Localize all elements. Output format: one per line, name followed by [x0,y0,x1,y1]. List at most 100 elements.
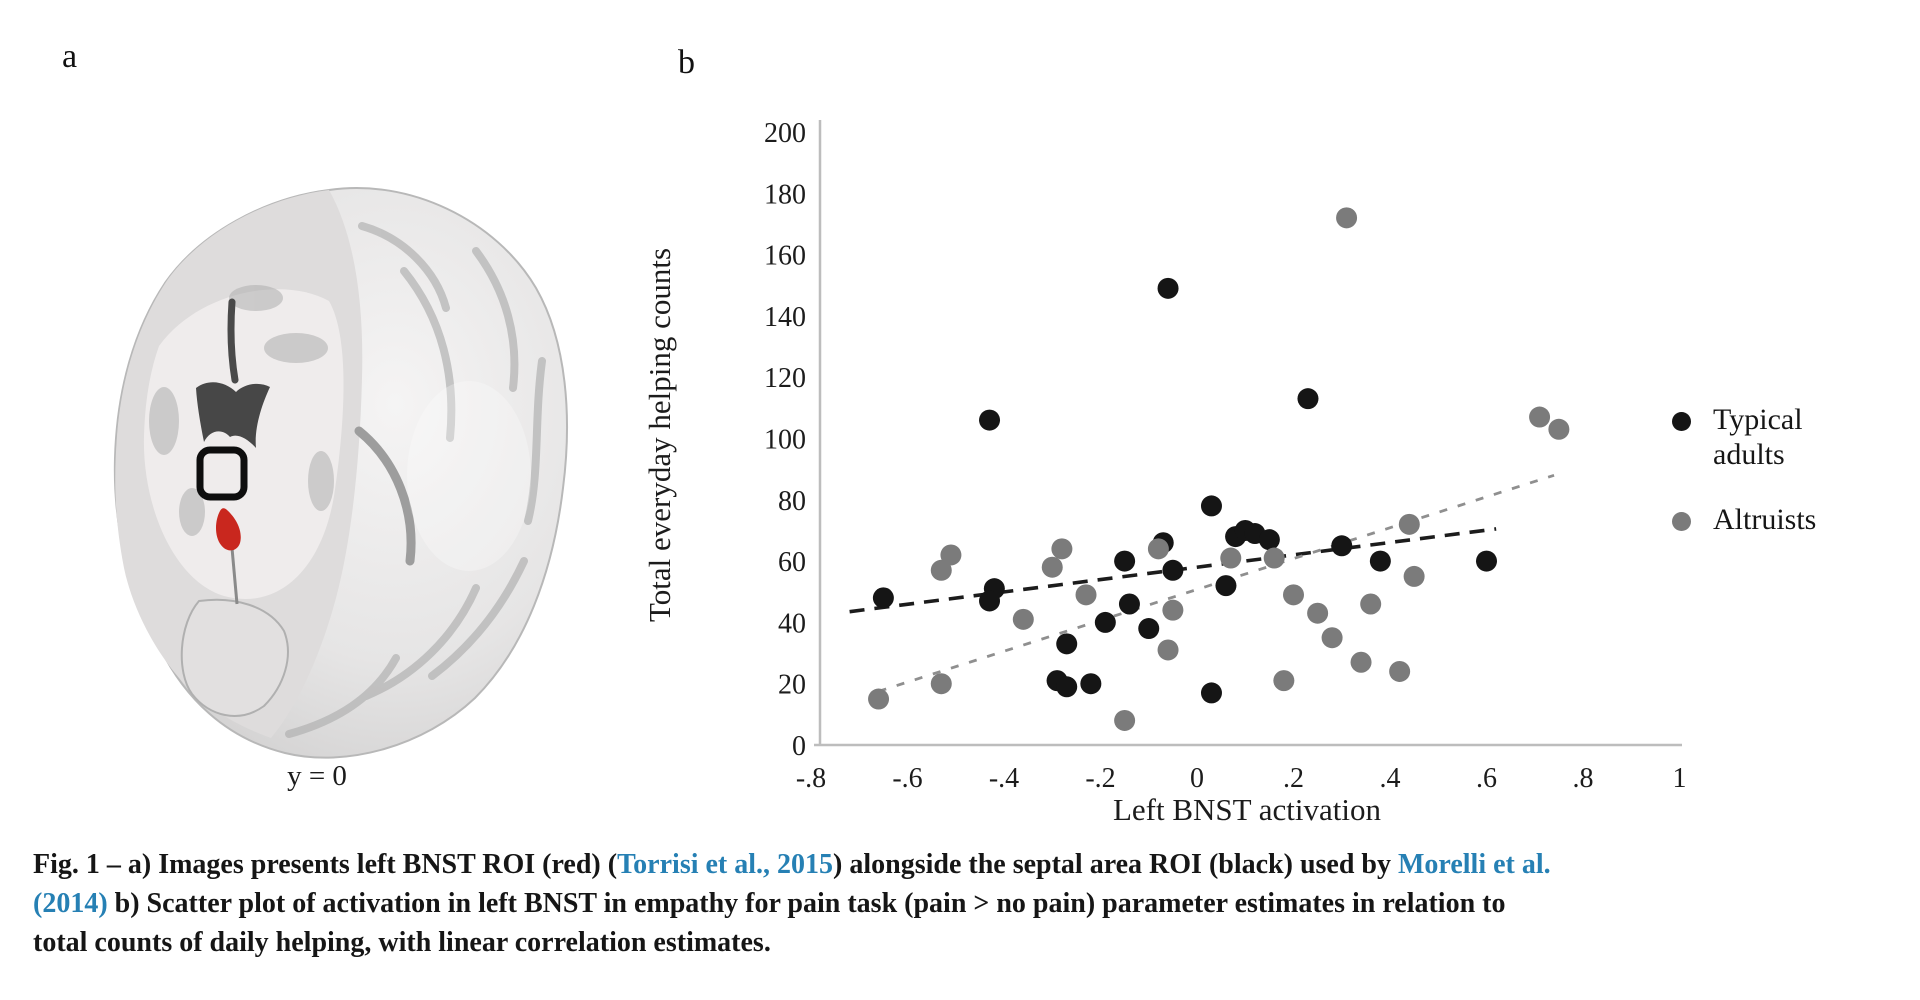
scatter-point-typical-adults [1157,277,1179,299]
midline-fissure [227,298,239,384]
x-tick-label: -.2 [1085,763,1115,794]
scatter-point-altruists [1075,584,1097,606]
scatter-point-altruists [1220,547,1242,569]
altruists-dot-icon [1672,512,1691,531]
y-tick-label: 60 [778,547,806,578]
x-tick-label: -.4 [989,763,1019,794]
y-tick-label: 200 [764,118,806,149]
x-tick-label: .4 [1380,763,1401,794]
y-tick-label: 0 [792,731,806,762]
scatter-point-typical-adults [1258,529,1280,551]
y-axis-title: Total everyday helping counts [642,248,677,622]
legend-item-altruists: Altruists [1672,502,1882,537]
scatter-point-altruists [1114,709,1136,731]
citation-link[interactable]: (2014) [33,888,108,919]
citation-link[interactable]: Torrisi et al., 2015 [617,849,834,880]
scatter-point-altruists [1398,513,1420,535]
x-axis-title: Left BNST activation [1113,792,1382,827]
scatter-point-altruists [940,544,962,566]
y-tick-label: 80 [778,486,806,517]
scatter-point-altruists [1283,584,1304,606]
scatter-point-typical-adults [979,409,1001,431]
scatter-point-altruists [1548,418,1570,440]
y-tick-label: 40 [778,608,806,639]
scatter-point-altruists [1273,670,1295,692]
scatter-point-altruists [1389,660,1411,682]
brain-slice-coordinate-label: y = 0 [287,760,347,792]
scatter-point-altruists [930,673,952,695]
septal-roi-black-square [196,446,248,501]
scatter-point-typical-adults [1056,633,1078,655]
scatter-point-typical-adults [1215,575,1237,597]
typical-adults-dot-icon [1672,412,1691,431]
scatter-point-altruists [1350,651,1372,673]
caption-text: ) alongside the septal area ROI (black) … [833,849,1398,880]
y-tick-label: 120 [764,363,806,394]
scatter-point-typical-adults [1056,676,1078,698]
scatter-point-altruists [1321,627,1343,649]
legend-label: Altruists [1713,503,1817,536]
scatter-point-altruists [1403,565,1425,587]
scatter-point-altruists [1012,608,1034,630]
surface-highlight [407,381,531,571]
citation-link[interactable]: Morelli et al. [1398,849,1551,880]
scatter-point-altruists [1360,593,1382,615]
x-tick-label: .8 [1573,763,1594,794]
x-tick-label: .2 [1283,763,1304,794]
scatter-point-typical-adults [1200,682,1222,704]
figure-caption: Fig. 1 – a) Images presents left BNST RO… [33,845,1889,962]
brain-svg [113,186,568,759]
y-tick-label: 20 [778,670,806,701]
y-tick-label: 180 [764,179,806,210]
panel-b-label: b [678,44,695,81]
x-tick-label: 0 [1190,763,1204,794]
scatter-point-altruists [1147,538,1169,560]
scatter-point-typical-adults [1080,673,1102,695]
roi-marker-stem [230,547,239,605]
central-sulcus [354,426,416,566]
scatter-point-altruists [1157,639,1179,661]
trend-line-altruists [878,473,1555,693]
scatter-point-typical-adults [1118,593,1140,615]
x-tick-label: .6 [1476,763,1497,794]
scatter-point-altruists [1307,602,1329,624]
y-tick-label: 140 [764,302,806,333]
scatter-point-typical-adults [1297,388,1319,410]
bnst-roi-red-marker [216,508,241,551]
scatter-point-typical-adults [979,590,1001,612]
ventricles [196,382,270,448]
legend-label: Typical adults [1713,403,1803,471]
scatter-point-altruists [1051,538,1073,560]
scatter-point-typical-adults [1331,535,1353,557]
scatter-plot: 0 20 40 60 80 100 120 140 160 180 200 -.8 -.6 -.4 -.2 0… [642,118,1687,827]
scatter-point-altruists [1041,556,1063,578]
legend-item-typical-adults: Typical adults [1672,402,1882,472]
scatter-point-altruists [1529,406,1551,428]
caption-text: total counts of daily helping, with line… [33,927,771,958]
x-tick-label: 1 [1673,763,1687,794]
scatter-point-typical-adults [1369,550,1391,572]
scatter-point-typical-adults [872,587,894,609]
scatter-point-altruists [930,559,952,581]
scatter-point-altruists [868,688,890,710]
x-tick-label: -.8 [796,763,826,794]
scatter-point-typical-adults [1094,611,1116,633]
brain-render [103,176,575,780]
gyri-strokes [285,222,546,738]
scatter-point-typical-adults [1476,550,1497,572]
scatter-point-typical-adults [1114,550,1136,572]
caption-text: b) Scatter plot of activation in left BN… [107,888,1506,919]
scatter-point-typical-adults [1200,495,1222,517]
chart-legend: Typical adults Altruists [1672,402,1882,537]
panel-a-label: a [62,38,78,75]
scatter-point-altruists [1336,207,1358,229]
scatter-point-altruists [1263,547,1285,569]
temporal-lobe-cut [180,598,289,717]
x-tick-label: -.6 [892,763,922,794]
scatter-point-typical-adults [1138,618,1160,640]
caption-text: Fig. 1 – a) Images presents left BNST RO… [33,849,618,880]
scatter-point-typical-adults [1162,559,1184,581]
scatter-point-altruists [1162,599,1184,621]
y-tick-label: 160 [764,241,806,272]
y-tick-label: 100 [764,425,806,456]
